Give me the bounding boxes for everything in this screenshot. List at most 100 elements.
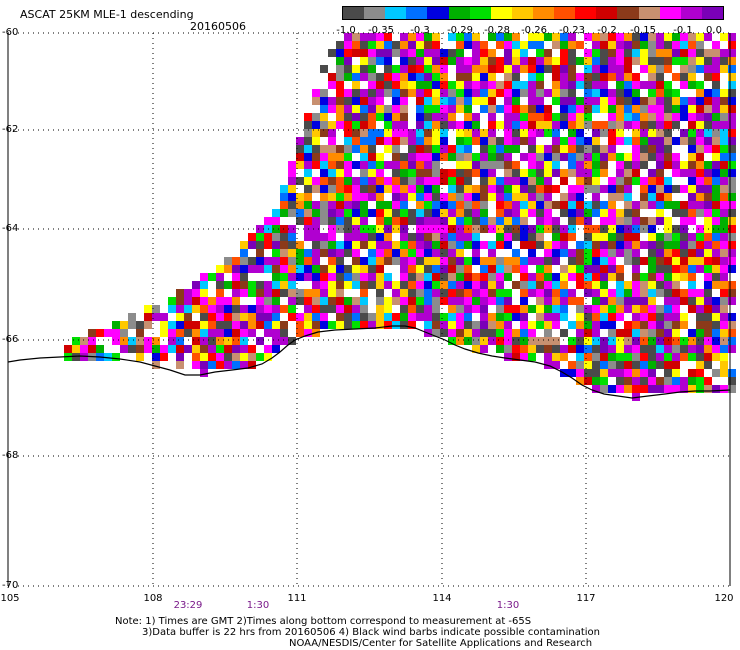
ascat-pixel: [176, 337, 184, 345]
ascat-pixel: [200, 321, 208, 329]
ascat-pixel: [360, 161, 368, 169]
ascat-pixel: [520, 57, 528, 65]
ascat-pixel: [528, 169, 536, 177]
ascat-pixel: [352, 89, 360, 97]
ascat-pixel: [720, 281, 728, 289]
ascat-pixel: [648, 169, 656, 177]
ascat-pixel: [632, 321, 640, 329]
ascat-pixel: [712, 265, 720, 273]
ascat-pixel: [320, 297, 328, 305]
ascat-pixel: [328, 105, 336, 113]
ascat-pixel: [144, 329, 152, 337]
ascat-pixel: [640, 241, 648, 249]
ascat-pixel: [712, 345, 720, 353]
ascat-pixel: [632, 169, 640, 177]
ascat-pixel: [584, 289, 592, 297]
ascat-pixel: [688, 281, 696, 289]
ascat-pixel: [192, 281, 200, 289]
ascat-pixel: [408, 313, 416, 321]
ascat-pixel: [424, 209, 432, 217]
ascat-pixel: [648, 257, 656, 265]
ascat-pixel: [96, 337, 104, 345]
ascat-pixel: [432, 289, 440, 297]
ascat-pixel: [448, 249, 456, 257]
ascat-pixel: [632, 185, 640, 193]
ascat-pixel: [432, 265, 440, 273]
ascat-pixel: [512, 65, 520, 73]
ascat-pixel: [328, 73, 336, 81]
ascat-pixel: [368, 41, 376, 49]
ascat-pixel: [208, 321, 216, 329]
ascat-pixel: [80, 353, 88, 361]
ascat-pixel: [656, 385, 664, 393]
ascat-pixel: [632, 345, 640, 353]
ascat-pixel: [600, 161, 608, 169]
ascat-pixel: [296, 161, 304, 169]
ascat-pixel: [672, 265, 680, 273]
ascat-pixel: [664, 65, 672, 73]
ascat-pixel: [296, 281, 304, 289]
ascat-pixel: [608, 161, 616, 169]
ascat-pixel: [448, 337, 456, 345]
ascat-pixel: [384, 57, 392, 65]
ascat-pixel: [456, 289, 464, 297]
ascat-pixel: [336, 289, 344, 297]
ascat-pixel: [552, 129, 560, 137]
ascat-pixel: [264, 233, 272, 241]
ascat-pixel: [520, 257, 528, 265]
ascat-pixel: [448, 97, 456, 105]
ascat-pixel: [568, 73, 576, 81]
ascat-pixel: [368, 233, 376, 241]
ascat-pixel: [360, 65, 368, 73]
ascat-pixel: [704, 57, 712, 65]
ascat-pixel: [584, 281, 592, 289]
ascat-pixel: [664, 177, 672, 185]
ascat-pixel: [680, 65, 688, 73]
ascat-pixel: [704, 313, 712, 321]
ascat-pixel: [704, 105, 712, 113]
ascat-pixel: [336, 225, 344, 233]
ascat-pixel: [376, 217, 384, 225]
ascat-pixel: [336, 281, 344, 289]
ascat-pixel: [544, 233, 552, 241]
ascat-pixel: [728, 65, 736, 73]
ascat-pixel: [208, 281, 216, 289]
ascat-pixel: [544, 297, 552, 305]
ascat-pixel: [392, 137, 400, 145]
lon-label: 117: [576, 593, 596, 604]
ascat-pixel: [384, 153, 392, 161]
ascat-pixel: [664, 353, 672, 361]
ascat-pixel: [416, 281, 424, 289]
ascat-pixel: [536, 329, 544, 337]
ascat-pixel: [424, 57, 432, 65]
ascat-pixel: [576, 33, 584, 41]
ascat-pixel: [480, 321, 488, 329]
ascat-pixel: [696, 257, 704, 265]
ascat-pixel: [328, 65, 336, 73]
ascat-pixel: [448, 145, 456, 153]
ascat-pixel: [456, 169, 464, 177]
ascat-pixel: [440, 145, 448, 153]
ascat-pixel: [624, 169, 632, 177]
ascat-pixel: [472, 345, 480, 353]
ascat-pixel: [440, 281, 448, 289]
ascat-pixel: [496, 225, 504, 233]
footnote-line: NOAA/NESDIS/Center for Satellite Applica…: [289, 638, 593, 649]
ascat-pixel: [448, 225, 456, 233]
ascat-pixel: [272, 337, 280, 345]
ascat-pixel: [672, 81, 680, 89]
ascat-pixel: [192, 353, 200, 361]
ascat-pixel: [712, 193, 720, 201]
ascat-pixel: [344, 201, 352, 209]
ascat-pixel: [576, 241, 584, 249]
ascat-pixel: [568, 169, 576, 177]
ascat-pixel: [344, 289, 352, 297]
ascat-pixel: [536, 193, 544, 201]
ascat-pixel: [544, 201, 552, 209]
ascat-pixel: [576, 89, 584, 97]
ascat-pixel: [288, 297, 296, 305]
ascat-pixel: [200, 305, 208, 313]
ascat-pixel: [512, 169, 520, 177]
ascat-pixel: [584, 265, 592, 273]
ascat-pixel: [416, 97, 424, 105]
